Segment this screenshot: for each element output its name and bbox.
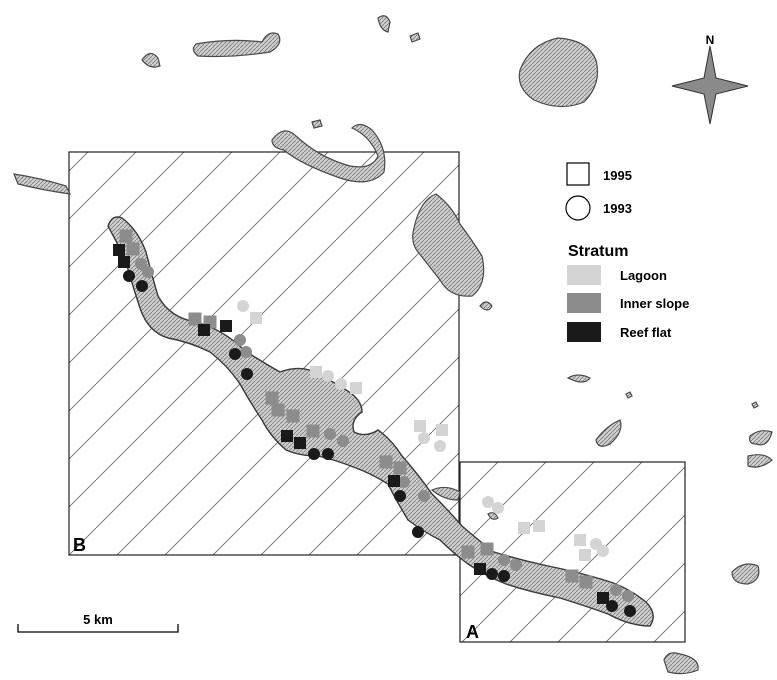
site-marker-reef-flat-1995 xyxy=(118,256,130,268)
site-marker-reef-flat-1995 xyxy=(198,324,210,336)
legend-swatch-reef-flat xyxy=(567,322,601,342)
site-marker-lagoon-1993 xyxy=(597,545,609,557)
site-marker-lagoon-1995 xyxy=(436,424,448,436)
site-marker-inner-slope-1995 xyxy=(579,575,593,589)
site-marker-inner-slope-1993 xyxy=(510,559,522,571)
site-marker-reef-flat-1993 xyxy=(412,526,424,538)
site-marker-lagoon-1993 xyxy=(482,496,494,508)
site-marker-inner-slope-1995 xyxy=(393,461,407,475)
site-marker-inner-slope-1993 xyxy=(337,435,349,447)
north-arrow: N xyxy=(671,33,749,125)
site-marker-inner-slope-1993 xyxy=(142,266,154,278)
site-marker-reef-flat-1993 xyxy=(229,348,241,360)
legend-square-symbol xyxy=(566,162,590,186)
site-marker-lagoon-1995 xyxy=(250,312,262,324)
site-marker-inner-slope-1993 xyxy=(398,476,410,488)
site-marker-lagoon-1993 xyxy=(434,440,446,452)
site-marker-lagoon-1995 xyxy=(574,534,586,546)
legend-label-inner-slope: Inner slope xyxy=(620,296,689,311)
site-marker-inner-slope-1995 xyxy=(480,542,494,556)
site-marker-reef-flat-1993 xyxy=(136,280,148,292)
site-marker-lagoon-1993 xyxy=(418,432,430,444)
site-marker-inner-slope-1995 xyxy=(461,545,475,559)
legend: 1995 1993 Stratum Lagoon Inner slope Ree… xyxy=(565,162,689,342)
legend-year-1995: 1995 xyxy=(603,168,632,183)
site-marker-reef-flat-1993 xyxy=(606,600,618,612)
site-marker-reef-flat-1995 xyxy=(220,320,232,332)
legend-swatch-inner-slope xyxy=(567,293,601,313)
site-marker-reef-flat-1995 xyxy=(388,475,400,487)
site-marker-inner-slope-1993 xyxy=(135,258,147,270)
site-marker-lagoon-1993 xyxy=(237,300,249,312)
barrier-reef xyxy=(107,216,654,627)
site-marker-reef-flat-1993 xyxy=(241,368,253,380)
site-marker-lagoon-1995 xyxy=(518,522,530,534)
site-marker-lagoon-1993 xyxy=(335,378,347,390)
site-marker-inner-slope-1995 xyxy=(188,312,202,326)
scale-bar-label: 5 km xyxy=(83,612,113,627)
site-marker-inner-slope-1995 xyxy=(565,569,579,583)
site-marker-reef-flat-1995 xyxy=(597,592,609,604)
site-marker-reef-flat-1993 xyxy=(123,270,135,282)
site-marker-inner-slope-1993 xyxy=(610,584,622,596)
legend-label-reef-flat: Reef flat xyxy=(620,325,672,340)
legend-swatch-lagoon xyxy=(567,265,601,285)
site-marker-lagoon-1995 xyxy=(310,366,322,378)
site-marker-lagoon-1995 xyxy=(579,549,591,561)
site-marker-inner-slope-1995 xyxy=(271,403,285,417)
legend-stratum-title: Stratum xyxy=(568,243,628,260)
site-marker-reef-flat-1995 xyxy=(113,244,125,256)
site-marker-reef-flat-1993 xyxy=(498,570,510,582)
scale-bar: 5 km xyxy=(17,612,179,633)
site-marker-reef-flat-1995 xyxy=(281,430,293,442)
site-marker-lagoon-1993 xyxy=(322,370,334,382)
site-marker-inner-slope-1995 xyxy=(286,409,300,423)
site-marker-reef-flat-1993 xyxy=(322,448,334,460)
site-marker-inner-slope-1995 xyxy=(265,391,279,405)
site-marker-reef-flat-1993 xyxy=(394,490,406,502)
site-marker-inner-slope-1995 xyxy=(379,455,393,469)
survey-sites xyxy=(113,229,636,617)
site-marker-reef-flat-1995 xyxy=(294,437,306,449)
site-marker-lagoon-1995 xyxy=(350,382,362,394)
islets xyxy=(13,15,773,675)
box-label-a: A xyxy=(466,622,479,642)
site-marker-reef-flat-1993 xyxy=(308,448,320,460)
site-marker-inner-slope-1993 xyxy=(498,554,510,566)
site-marker-inner-slope-1993 xyxy=(418,490,430,502)
site-marker-inner-slope-1993 xyxy=(324,428,336,440)
site-marker-lagoon-1995 xyxy=(414,420,426,432)
site-marker-inner-slope-1995 xyxy=(126,242,140,256)
site-marker-lagoon-1995 xyxy=(533,520,545,532)
site-marker-inner-slope-1995 xyxy=(306,424,320,438)
site-marker-reef-flat-1993 xyxy=(486,568,498,580)
legend-label-lagoon: Lagoon xyxy=(620,268,667,283)
site-marker-lagoon-1993 xyxy=(492,502,504,514)
box-label-b: B xyxy=(73,535,86,555)
site-marker-inner-slope-1995 xyxy=(119,229,133,243)
site-marker-inner-slope-1993 xyxy=(622,590,634,602)
legend-circle-symbol xyxy=(565,195,591,221)
site-marker-reef-flat-1993 xyxy=(624,605,636,617)
north-label: N xyxy=(706,33,715,47)
site-marker-reef-flat-1995 xyxy=(474,563,486,575)
site-marker-inner-slope-1993 xyxy=(234,334,246,346)
site-marker-inner-slope-1993 xyxy=(240,346,252,358)
legend-year-1993: 1993 xyxy=(603,201,632,216)
